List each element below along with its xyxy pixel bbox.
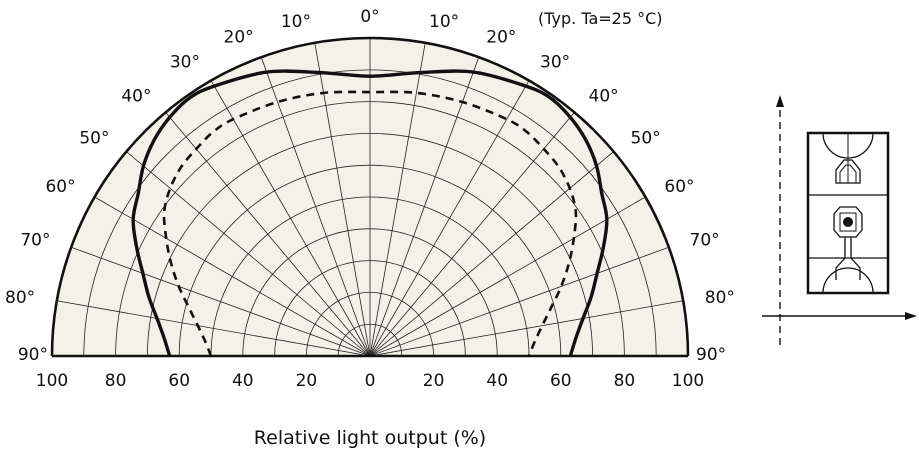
lead-bottom — [835, 237, 861, 280]
radial-tick-label: 100 — [672, 371, 704, 391]
radial-tick-label: 80 — [614, 371, 636, 391]
angle-label: 60° — [45, 177, 75, 197]
grid-spoke — [260, 57, 371, 357]
radial-tick-label: 20 — [423, 371, 445, 391]
radial-tick-label: 40 — [232, 371, 254, 391]
angle-label: 40° — [589, 87, 619, 107]
grid-spoke — [369, 151, 614, 357]
grid-spoke — [210, 80, 371, 357]
angle-label: 90° — [18, 345, 48, 365]
grid-spoke — [369, 112, 575, 357]
grid-spoke — [165, 112, 371, 357]
angle-label: 30° — [170, 53, 200, 73]
series-2-dashed-curve — [162, 90, 578, 357]
polar-grid — [50, 36, 690, 358]
angle-label: 50° — [631, 129, 661, 149]
angle-label: 50° — [79, 129, 109, 149]
grid-spoke — [369, 300, 684, 357]
radial-tick-label: 60 — [550, 371, 572, 391]
angle-label: 20° — [486, 28, 516, 48]
angle-label: 30° — [540, 53, 570, 73]
angle-label: 80° — [5, 288, 35, 308]
horizontal-arrowhead — [905, 312, 917, 320]
conditions-note: (Typ. Ta=25 °C) — [538, 9, 663, 28]
radial-tick-label: 40 — [486, 371, 508, 391]
grid-spoke — [71, 246, 371, 357]
grid-spoke — [314, 42, 371, 357]
angle-label: 90° — [696, 345, 726, 365]
radial-tick-label: 0 — [365, 371, 376, 391]
radial-tick-labels: 100 80 60 40 20 0 20 40 60 80 100 — [36, 371, 704, 391]
chip-dot — [843, 217, 853, 227]
angle-label: 10° — [281, 12, 311, 32]
grid-spoke — [56, 300, 371, 357]
angle-label: 80° — [705, 288, 735, 308]
series-1-solid-curve — [131, 69, 609, 357]
x-axis-label: Relative light output (%) — [254, 427, 486, 449]
radial-tick-label: 20 — [296, 371, 318, 391]
grid-spoke — [369, 57, 480, 357]
grid-spoke — [126, 151, 371, 357]
radial-tick-label: 80 — [105, 371, 127, 391]
angle-label: 60° — [664, 177, 694, 197]
angle-label: 70° — [690, 231, 720, 251]
chip-cup — [833, 206, 863, 238]
led-package-orientation-icon — [762, 95, 917, 345]
grid-spoke — [369, 196, 646, 357]
pad-bottom — [822, 267, 874, 294]
curves — [131, 69, 609, 357]
chip-die — [839, 212, 857, 232]
grid-spoke — [369, 42, 426, 357]
angle-labels: 90° 80° 70° 60° 50° 40° 30° 20° 10° 0° 10° 20° 30° 40… — [5, 7, 735, 365]
vertical-arrowhead — [776, 95, 784, 107]
outer-arc — [50, 36, 690, 357]
grid-spoke — [369, 80, 530, 357]
angle-label: 0° — [360, 7, 379, 27]
angle-label: 10° — [429, 12, 459, 32]
lead-top — [835, 159, 861, 184]
grid-spoke — [94, 196, 371, 357]
radial-tick-label: 100 — [36, 371, 68, 391]
angle-label: 70° — [20, 231, 50, 251]
angle-label: 20° — [224, 28, 254, 48]
grid-spoke — [369, 246, 669, 357]
radial-tick-label: 60 — [168, 371, 190, 391]
angle-label: 40° — [121, 87, 151, 107]
